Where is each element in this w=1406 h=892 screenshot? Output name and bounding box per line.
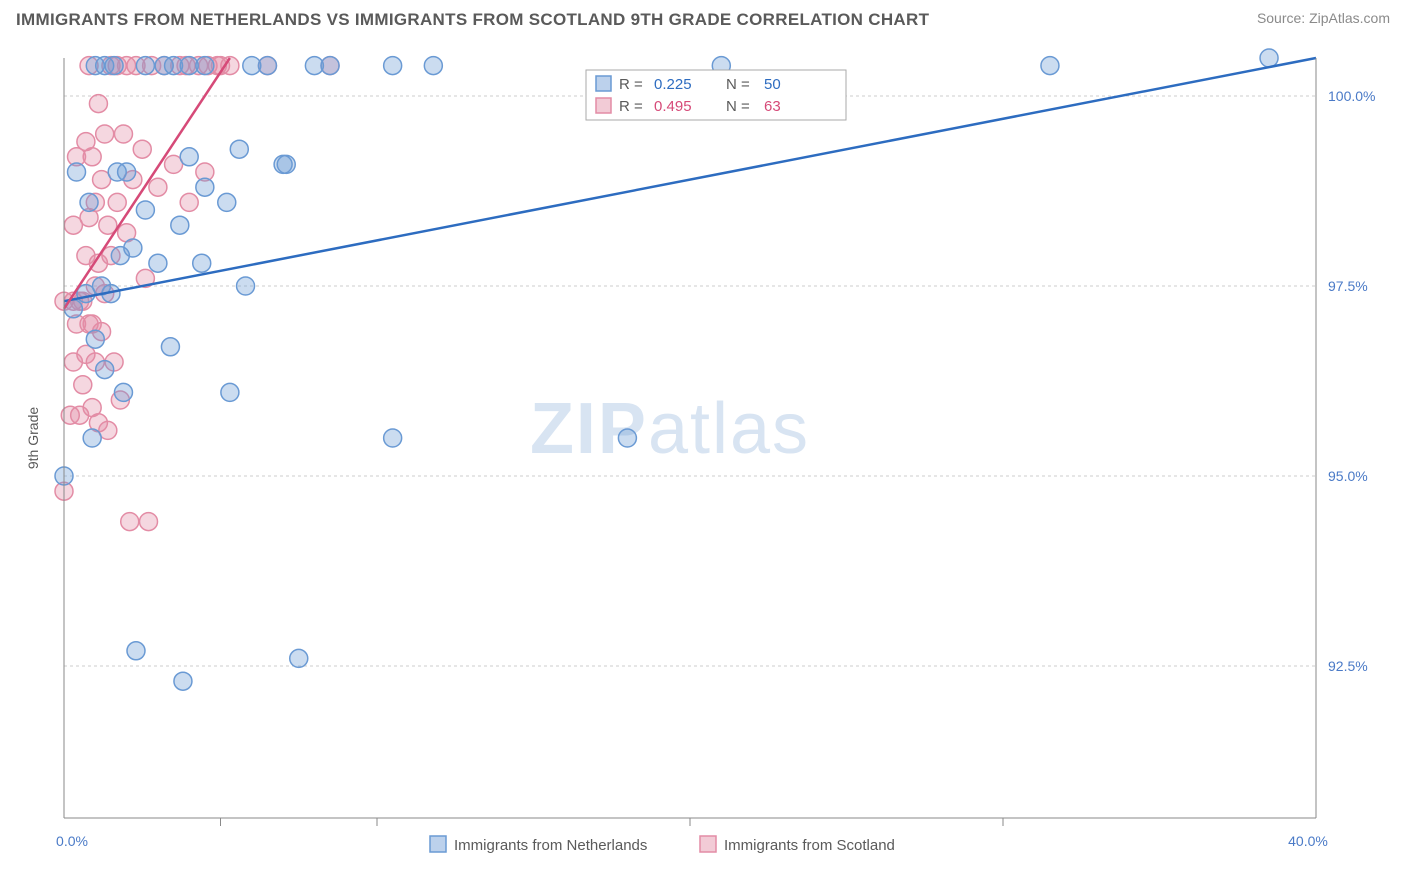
scatter-point	[149, 254, 167, 272]
scatter-point	[80, 193, 98, 211]
legend-swatch	[596, 76, 611, 91]
scatter-point	[180, 148, 198, 166]
scatter-point	[277, 155, 295, 173]
scatter-point	[121, 513, 139, 531]
scatter-point	[218, 193, 236, 211]
scatter-point	[618, 429, 636, 447]
y-tick-label: 97.5%	[1328, 278, 1368, 294]
scatter-point	[124, 239, 142, 257]
scatter-point	[237, 277, 255, 295]
scatter-point	[161, 338, 179, 356]
legend-n-label: N =	[726, 76, 750, 93]
legend-r-label: R =	[619, 98, 643, 115]
chart-title: IMMIGRANTS FROM NETHERLANDS VS IMMIGRANT…	[16, 10, 929, 30]
scatter-point	[384, 57, 402, 75]
y-axis-title: 9th Grade	[25, 407, 41, 469]
scatter-point	[114, 125, 132, 143]
scatter-point	[108, 193, 126, 211]
chart-area: 92.5% 95.0% 97.5% 100.0% ZIPatlas 0.0% 40.0% 9t…	[16, 30, 1390, 870]
scatter-point	[230, 140, 248, 158]
scatter-point	[174, 672, 192, 690]
scatter-point	[384, 429, 402, 447]
legend-r-value: 0.495	[654, 98, 692, 115]
scatter-point	[96, 125, 114, 143]
scatter-point	[140, 513, 158, 531]
chart-header: IMMIGRANTS FROM NETHERLANDS VS IMMIGRANT…	[16, 10, 1390, 30]
y-tick-label: 92.5%	[1328, 658, 1368, 674]
scatter-point	[180, 193, 198, 211]
scatter-point	[136, 57, 154, 75]
scatter-point	[74, 376, 92, 394]
legend-r-value: 0.225	[654, 76, 692, 93]
scatter-point	[424, 57, 442, 75]
scatter-point	[133, 140, 151, 158]
x-tick-label: 40.0%	[1288, 833, 1328, 849]
scatter-point	[221, 383, 239, 401]
y-tick-label: 100.0%	[1328, 88, 1375, 104]
scatter-point	[96, 361, 114, 379]
scatter-point	[171, 216, 189, 234]
legend-n-value: 50	[764, 76, 781, 93]
scatter-point	[114, 383, 132, 401]
chart-source: Source: ZipAtlas.com	[1257, 10, 1390, 26]
scatter-point	[105, 57, 123, 75]
scatter-point	[196, 57, 214, 75]
bottom-legend-swatch	[430, 836, 446, 852]
source-name: ZipAtlas.com	[1309, 10, 1390, 26]
scatter-point	[89, 95, 107, 113]
scatter-point	[258, 57, 276, 75]
scatter-point	[136, 201, 154, 219]
chart-svg: 92.5% 95.0% 97.5% 100.0% ZIPatlas 0.0% 40.0% 9t…	[16, 30, 1390, 870]
scatter-point	[193, 254, 211, 272]
scatter-point	[149, 178, 167, 196]
legend-n-value: 63	[764, 98, 781, 115]
scatter-point	[196, 178, 214, 196]
bottom-legend-swatch	[700, 836, 716, 852]
watermark: ZIPatlas	[530, 389, 810, 469]
legend-n-label: N =	[726, 98, 750, 115]
y-tick-label: 95.0%	[1328, 468, 1368, 484]
chart-container: IMMIGRANTS FROM NETHERLANDS VS IMMIGRANT…	[0, 0, 1406, 892]
legend-r-label: R =	[619, 76, 643, 93]
scatter-point	[1041, 57, 1059, 75]
bottom-legend-label: Immigrants from Netherlands	[454, 837, 647, 854]
legend-swatch	[596, 98, 611, 113]
scatter-point	[83, 429, 101, 447]
x-tick-label: 0.0%	[56, 833, 88, 849]
scatter-point	[83, 148, 101, 166]
scatter-point	[321, 57, 339, 75]
scatter-point	[1260, 49, 1278, 67]
scatter-point	[118, 163, 136, 181]
scatter-point	[68, 163, 86, 181]
source-label: Source:	[1257, 10, 1309, 26]
scatter-point	[127, 642, 145, 660]
scatter-point	[290, 649, 308, 667]
bottom-legend-label: Immigrants from Scotland	[724, 837, 895, 854]
scatter-point	[86, 330, 104, 348]
